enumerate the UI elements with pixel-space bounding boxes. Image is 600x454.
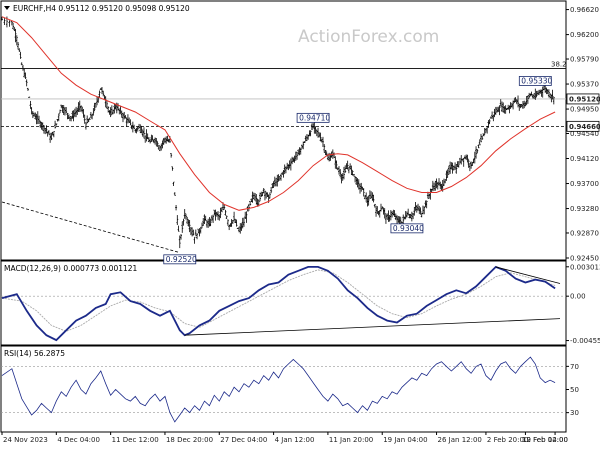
x-tick-label: 24 Nov 2023 <box>3 436 48 444</box>
rsi-y-tick-label: 50 <box>570 386 579 394</box>
price-annotation-label: 0.93040 <box>393 224 424 233</box>
price-y-tick-label: 0.95790 <box>570 56 599 64</box>
price-y-tick-label: 0.94950 <box>570 106 599 114</box>
moving-average-line <box>1 16 556 211</box>
x-tick-label: 27 Dec 04:00 <box>220 436 267 444</box>
x-tick-label: 26 Jan 12:00 <box>438 436 482 444</box>
x-tick-label: 18 Dec 20:00 <box>166 436 213 444</box>
rsi-y-tick-label: 30 <box>570 409 579 417</box>
x-tick-label: 11 Jan 20:00 <box>329 436 373 444</box>
price-y-tick-label: 0.93700 <box>570 180 599 188</box>
rsi-header: RSI(14) 56.2875 <box>4 349 65 358</box>
support-level-box-label: 0.94660 <box>569 123 600 131</box>
rsi-plot <box>1 356 566 423</box>
price-annotation-box <box>390 223 424 234</box>
collapse-triangle-icon[interactable] <box>4 6 10 10</box>
price-y-tick-label: 0.92450 <box>570 255 599 263</box>
price-annotation-box <box>518 76 552 86</box>
price-y-tick-label: 0.96620 <box>570 6 599 14</box>
x-tick-label: 19 Feb 12:00 <box>522 436 568 444</box>
watermark: ActionForex.com <box>298 27 439 47</box>
price-annotation-label: 0.95330 <box>521 76 552 85</box>
rsi-line <box>1 356 556 423</box>
current-price-box <box>566 93 600 105</box>
price-header: EURCHF,H4 0.95112 0.95120 0.95098 0.9512… <box>13 4 190 13</box>
macd-panel-frame <box>0 260 567 346</box>
macd-main-line <box>1 265 556 342</box>
price-plot: 38.2 0.92520 0.94710 0.93040 0.95330 <box>1 16 567 265</box>
x-tick-label: 19 Jan 04:00 <box>383 436 427 444</box>
x-tick-label: 4 Jan 12:00 <box>275 436 315 444</box>
macd-header: MACD(12,26,9) 0.000773 0.001121 <box>4 264 138 273</box>
support-level-box <box>566 120 600 132</box>
price-y-tick-label: 0.94540 <box>570 130 599 138</box>
macd-signal-line <box>1 269 556 332</box>
rsi-panel-frame <box>0 345 567 433</box>
macd-trend-line <box>495 266 561 284</box>
x-tick-label: 12 Feb 04:00 <box>522 436 568 444</box>
fib-level-label: 38.2 <box>551 61 567 69</box>
x-tick-label: 11 Dec 12:00 <box>112 436 159 444</box>
macd-y-tick-label: 0.003013 <box>570 263 600 271</box>
macd-plot <box>1 265 566 342</box>
x-tick-label: 2 Feb 20:00 <box>487 436 528 444</box>
macd-y-tick-label: 0.00 <box>570 293 586 301</box>
price-y-tick-label: 0.95370 <box>570 81 599 89</box>
price-y-tick-label: 0.93280 <box>570 205 599 213</box>
price-y-tick-label: 0.96200 <box>570 31 599 39</box>
price-annotation-box <box>163 254 197 265</box>
price-annotation-label: 0.92520 <box>166 255 197 264</box>
price-panel-frame <box>0 0 567 261</box>
macd-trend-line <box>184 318 561 336</box>
price-annotation-label: 0.94710 <box>299 113 330 122</box>
current-price-box-label: 0.95120 <box>569 95 600 103</box>
axis-labels: 0.96620 0.96200 0.95790 0.95370 0.94950 0.945… <box>1 6 600 444</box>
rsi-y-tick-label: 70 <box>570 363 579 371</box>
price-annotation-box <box>296 112 330 123</box>
x-tick-label: 4 Dec 04:00 <box>57 436 100 444</box>
macd-y-tick-label: -0.00455 <box>570 337 600 345</box>
price-trend-line <box>1 201 180 254</box>
price-y-tick-label: 0.94120 <box>570 155 599 163</box>
price-y-tick-label: 0.92870 <box>570 229 599 237</box>
